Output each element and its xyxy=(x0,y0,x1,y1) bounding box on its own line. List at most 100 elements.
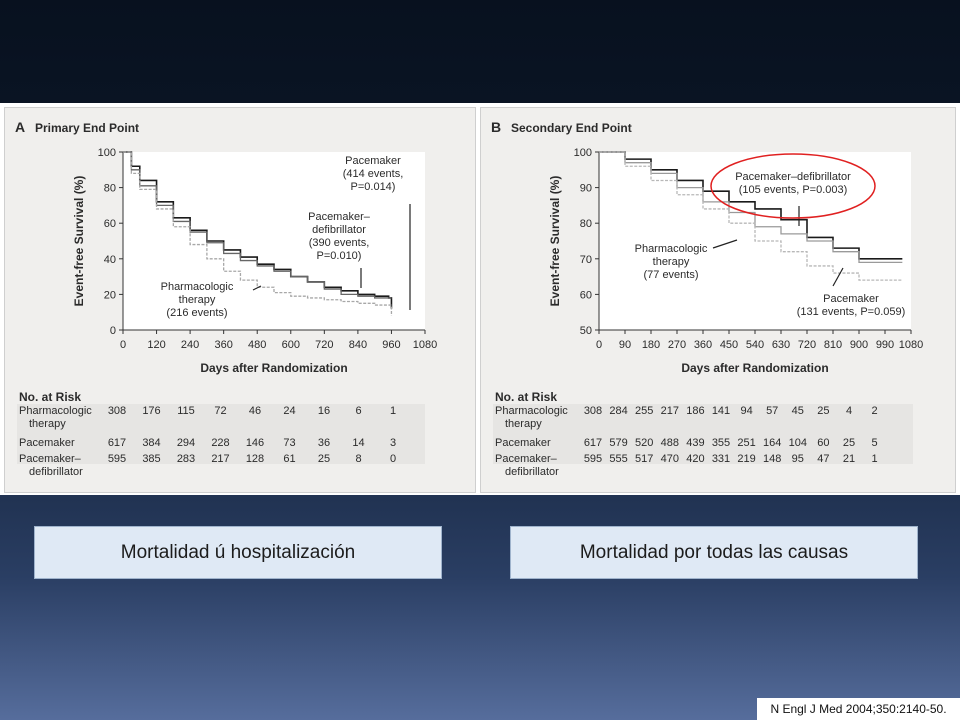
chart-a-annotation-line: (216 events) xyxy=(166,307,227,319)
chart-b-x-axis-label: Days after Randomization xyxy=(681,361,828,375)
chart-b-title: Secondary End Point xyxy=(511,121,632,135)
chart-b-risk-table-bg xyxy=(493,404,913,464)
chart-a-risk-cell: 217 xyxy=(211,453,229,465)
chart-a-x-tick-label: 600 xyxy=(282,339,300,351)
chart-a-risk-cell: 146 xyxy=(246,437,264,449)
chart-b-risk-cell: 47 xyxy=(817,453,829,465)
chart-b-risk-cell: 255 xyxy=(635,405,653,417)
chart-b-annotation: Pharmacologic therapy (77 events) xyxy=(635,243,708,281)
chart-a-y-tick-label: 0 xyxy=(110,325,116,337)
chart-b-risk-cell: 284 xyxy=(609,405,627,417)
chart-a-risk-cell: 73 xyxy=(283,437,295,449)
chart-a-risk-cell: 46 xyxy=(249,405,261,417)
chart-a-risk-cell: 3 xyxy=(390,437,396,449)
chart-b-risk-cell: 488 xyxy=(661,437,679,449)
chart-a-x-tick-label: 120 xyxy=(147,339,165,351)
chart-b-annotation-line: (77 events) xyxy=(643,269,698,281)
chart-b-risk-row-label-line: Pacemaker xyxy=(495,437,551,449)
chart-a-risk-cell: 115 xyxy=(177,405,195,417)
chart-a-annotation-line: (414 events, xyxy=(343,168,404,180)
chart-b-risk-cell: 94 xyxy=(740,405,752,417)
chart-a-risk-cell: 24 xyxy=(283,405,295,417)
chart-b-series-line xyxy=(599,151,903,281)
chart-a-x-tick-label: 960 xyxy=(382,339,400,351)
chart-b-risk-cell: 420 xyxy=(686,453,704,465)
chart-a-x-tick-label: 0 xyxy=(120,339,126,351)
chart-b-x-tick-label: 990 xyxy=(876,339,894,351)
chart-a-risk-cell: 176 xyxy=(142,405,160,417)
chart-a-risk-cell: 228 xyxy=(211,437,229,449)
chart-b-risk-cell: 5 xyxy=(872,437,878,449)
caption-left-text: Mortalidad ú hospitalización xyxy=(120,541,356,563)
chart-a-y-tick-label: 80 xyxy=(104,183,116,195)
chart-b-y-axis-label: Event-free Survival (%) xyxy=(548,176,562,307)
chart-a-x-axis-label: Days after Randomization xyxy=(200,361,347,375)
chart-b-x-tick-label: 630 xyxy=(772,339,790,351)
chart-b-risk-cell: 617 xyxy=(584,437,602,449)
caption-right: Mortalidad por todas las causas xyxy=(510,526,918,579)
chart-b-risk-cell: 470 xyxy=(661,453,679,465)
chart-b-risk-cell: 355 xyxy=(712,437,730,449)
chart-b-risk-cell: 251 xyxy=(737,437,755,449)
chart-a-risk-cell: 617 xyxy=(108,437,126,449)
chart-b-risk-cell: 217 xyxy=(661,405,679,417)
chart-a-annotation-line: P=0.014) xyxy=(351,181,396,193)
chart-a-risk-cell: 384 xyxy=(142,437,160,449)
panel-a: A Primary End Point 0 120 240 360 480 600 720 840… xyxy=(4,107,476,493)
chart-a-risk-row-label: Pharmacologic therapy xyxy=(19,405,92,430)
chart-a-annotation-line: P=0.010) xyxy=(317,250,362,262)
chart-b-annotation-line: (131 events, P=0.059) xyxy=(797,306,906,318)
chart-b-annotation-line: Pacemaker–defibrillator xyxy=(735,171,851,183)
chart-a-annotation: Pacemaker– defibrillator (390 events, P=0.0… xyxy=(308,211,371,262)
chart-b-x-tick-label: 270 xyxy=(668,339,686,351)
citation-text: N Engl J Med 2004;350:2140-50. xyxy=(770,702,947,716)
chart-a-panel-letter: A xyxy=(15,119,25,135)
chart-b-risk-cell: 21 xyxy=(843,453,855,465)
chart-a-annotation: Pharmacologic therapy (216 events) xyxy=(161,281,234,319)
caption-left: Mortalidad ú hospitalización xyxy=(34,526,442,579)
chart-a-y-tick-label: 40 xyxy=(104,254,116,266)
chart-a-plot-area xyxy=(123,152,425,330)
chart-b-annotation-line: therapy xyxy=(653,256,690,268)
chart-b-risk-row-label: Pacemaker xyxy=(495,437,551,449)
chart-b-x-tick-label: 540 xyxy=(746,339,764,351)
chart-b-y-tick-label: 60 xyxy=(580,289,592,301)
chart-b-annotation-line: Pacemaker xyxy=(823,293,879,305)
chart-a-y-tick-label: 60 xyxy=(104,218,116,230)
chart-a-annotation-line: Pharmacologic xyxy=(161,281,234,293)
chart-b-annotation-leader xyxy=(832,267,844,287)
chart-a-x-tick-label: 1080 xyxy=(413,339,437,351)
chart-b-risk-cell: 95 xyxy=(792,453,804,465)
chart-a-risk-table-bg xyxy=(17,404,425,464)
chart-b-panel-letter: B xyxy=(491,119,501,135)
chart-b-x-tick-label: 180 xyxy=(642,339,660,351)
chart-b-risk-cell: 25 xyxy=(843,437,855,449)
chart-a-y-tick-label: 20 xyxy=(104,289,116,301)
chart-b-annotation: Pacemaker (131 events, P=0.059) xyxy=(797,293,906,318)
chart-a-annotation-line: therapy xyxy=(179,294,216,306)
chart-a-risk-cell: 14 xyxy=(352,437,364,449)
chart-b-x-tick-label: 900 xyxy=(850,339,868,351)
chart-b-risk-cell: 219 xyxy=(737,453,755,465)
chart-a-risk-cell: 6 xyxy=(355,405,361,417)
chart-a-annotation-line: Pacemaker– xyxy=(308,211,371,223)
chart-a-x-tick-label: 480 xyxy=(248,339,266,351)
chart-b-risk-cell: 308 xyxy=(584,405,602,417)
chart-b-annotation: Pacemaker–defibrillator (105 events, P=0.… xyxy=(735,171,851,196)
chart-a-risk-cell: 385 xyxy=(142,453,160,465)
chart-a-x-tick-label: 720 xyxy=(315,339,333,351)
highlight-circle xyxy=(710,153,876,219)
chart-a-risk-row-label-line: Pharmacologic xyxy=(19,405,92,417)
panel-b: B Secondary End Point 0 90 180 270 360 450 540 63… xyxy=(480,107,956,493)
chart-b-y-tick-label: 70 xyxy=(580,254,592,266)
chart-b-annotation-leader xyxy=(712,239,738,249)
chart-b-risk-cell: 331 xyxy=(712,453,730,465)
chart-a-annotation-leader xyxy=(252,285,262,291)
chart-b-x-tick-label: 810 xyxy=(824,339,842,351)
chart-b-y-tick-label: 100 xyxy=(574,147,592,159)
chart-b-annotation-line: (105 events, P=0.003) xyxy=(739,184,848,196)
chart-b-risk-cell: 595 xyxy=(584,453,602,465)
chart-a-risk-cell: 308 xyxy=(108,405,126,417)
